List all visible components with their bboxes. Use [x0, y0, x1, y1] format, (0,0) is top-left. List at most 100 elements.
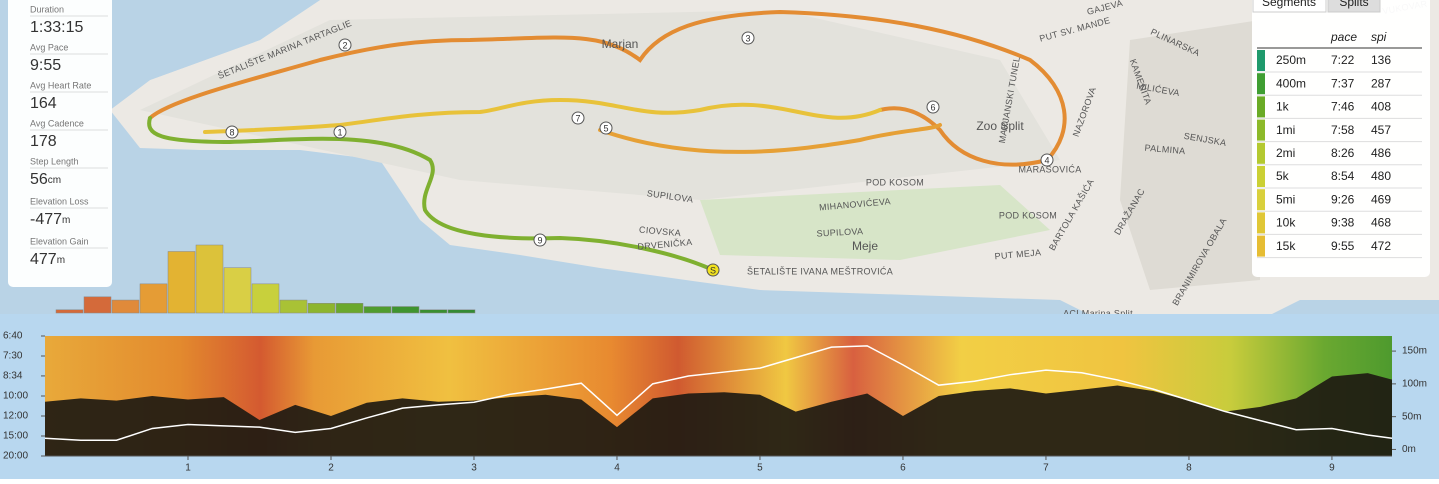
route-marker [741, 31, 755, 45]
pace-tick-label: 7:30 [3, 351, 23, 362]
split-swatch [1257, 142, 1265, 164]
split-spi: 480 [1371, 169, 1391, 183]
stat-value: -477m [30, 211, 70, 228]
map-label: POD KOSOM [999, 210, 1057, 220]
histogram-bar [251, 283, 280, 314]
split-swatch [1257, 96, 1265, 118]
route-north [148, 9, 1067, 167]
route-marker [706, 263, 720, 277]
column-header: pace [1330, 30, 1357, 44]
stat-label: Elevation Gain [30, 236, 89, 246]
histogram-bar [223, 267, 252, 314]
route-marker [926, 100, 940, 114]
x-tick-label: 4 [614, 463, 620, 474]
stat-unit: cm [48, 175, 61, 186]
stat-value: 477m [30, 251, 65, 268]
map-label: POD KOSOM [866, 177, 924, 187]
pace-tick-label: 10:00 [3, 391, 28, 402]
histogram-bar [279, 299, 308, 314]
map-label: Meje [852, 239, 878, 253]
x-tick-label: 6 [900, 463, 906, 474]
stat-unit: m [62, 215, 70, 226]
pace-tick-label: 8:34 [3, 371, 23, 382]
tab-label[interactable]: Segments [1262, 0, 1316, 9]
x-tick-label: 7 [1043, 463, 1049, 474]
histogram-bar [83, 296, 112, 314]
split-name: 250m [1276, 53, 1306, 67]
split-name: 5mi [1276, 192, 1295, 206]
route-marker [533, 233, 547, 247]
split-pace: 8:26 [1331, 146, 1355, 160]
stat-value: 178 [30, 133, 57, 150]
stat-label: Step Length [30, 156, 79, 166]
route-markers: 1 2 3 4 5 6 7 8 9 S [225, 31, 1054, 277]
x-tick-label: 5 [757, 463, 763, 474]
split-spi: 472 [1371, 239, 1391, 253]
split-swatch [1257, 50, 1265, 71]
split-swatch [1257, 166, 1265, 187]
split-name: 1mi [1276, 123, 1295, 137]
split-name: 400m [1276, 76, 1306, 90]
histogram-bar [167, 251, 196, 314]
pace-tick-label: 12:00 [3, 411, 28, 422]
stats: Duration 1:33:15 Avg Pace 9:55 Avg Heart Rat… [30, 4, 108, 268]
tab-splits[interactable] [1327, 0, 1381, 13]
pace-area [45, 373, 1392, 456]
route-marker-label: 3 [745, 33, 750, 43]
route-marker-label: 4 [1044, 155, 1049, 165]
stat-number: 178 [30, 133, 57, 150]
x-tick-label: 8 [1186, 463, 1192, 474]
route-marker [333, 125, 347, 139]
stat-number: 56 [30, 171, 48, 188]
split-pace: 9:38 [1331, 216, 1355, 230]
stat-label: Duration [30, 4, 64, 14]
split-spi: 287 [1371, 76, 1391, 90]
split-spi: 468 [1371, 216, 1391, 230]
map-label: ACI Marina Split [1063, 308, 1133, 318]
x-tick-label: 3 [471, 463, 477, 474]
route-marker [338, 38, 352, 52]
stat-value: 56cm [30, 171, 61, 188]
route-marker-label: 8 [229, 127, 234, 137]
profile-chart: 6:407:308:3410:0012:0015:0020:00150m100m… [3, 331, 1427, 474]
x-tick-label: 2 [328, 463, 334, 474]
histogram-bar [335, 303, 364, 314]
route-marker [225, 125, 239, 139]
elevation-tick-label: 0m [1402, 444, 1416, 455]
map-label: SUPILOVA [816, 226, 863, 238]
stat-value: 1:33:15 [30, 19, 83, 36]
split-pace: 8:54 [1331, 169, 1355, 183]
splits-panel [1252, 0, 1430, 277]
split-name: 10k [1276, 216, 1296, 230]
elevation-tick-label: 150m [1402, 346, 1427, 357]
stat-label: Avg Pace [30, 42, 68, 52]
map-label: Marjan [602, 37, 639, 51]
stat-label: Avg Cadence [30, 118, 84, 128]
stat-value: 9:55 [30, 57, 61, 74]
tab-label[interactable]: Splits [1339, 0, 1368, 9]
stat-number: 477 [30, 251, 57, 268]
histogram-bar [363, 306, 392, 314]
split-swatch [1257, 212, 1265, 234]
map-label: ŠETALIŠTE IVANA MEŠTROVIĆA [747, 266, 893, 276]
split-name: 1k [1276, 100, 1290, 114]
route [147, 9, 1067, 272]
route-marker-label: 5 [603, 123, 608, 133]
map-label: CIOVSKA [639, 225, 682, 239]
stat-unit: m [57, 255, 65, 266]
column-header: spi [1371, 30, 1387, 44]
tab-segments[interactable] [1252, 0, 1327, 13]
split-swatch [1257, 189, 1265, 211]
route-marker [599, 121, 613, 135]
histogram-bar [419, 309, 448, 314]
split-swatch [1257, 73, 1265, 95]
histogram-bar [391, 306, 420, 314]
route-marker-label: 9 [537, 235, 542, 245]
split-pace: 7:22 [1331, 53, 1355, 67]
route-inner [598, 123, 942, 154]
histogram-bar [55, 309, 84, 314]
split-name: 2mi [1276, 146, 1295, 160]
split-swatch [1257, 235, 1265, 257]
split-pace: 7:37 [1331, 76, 1355, 90]
